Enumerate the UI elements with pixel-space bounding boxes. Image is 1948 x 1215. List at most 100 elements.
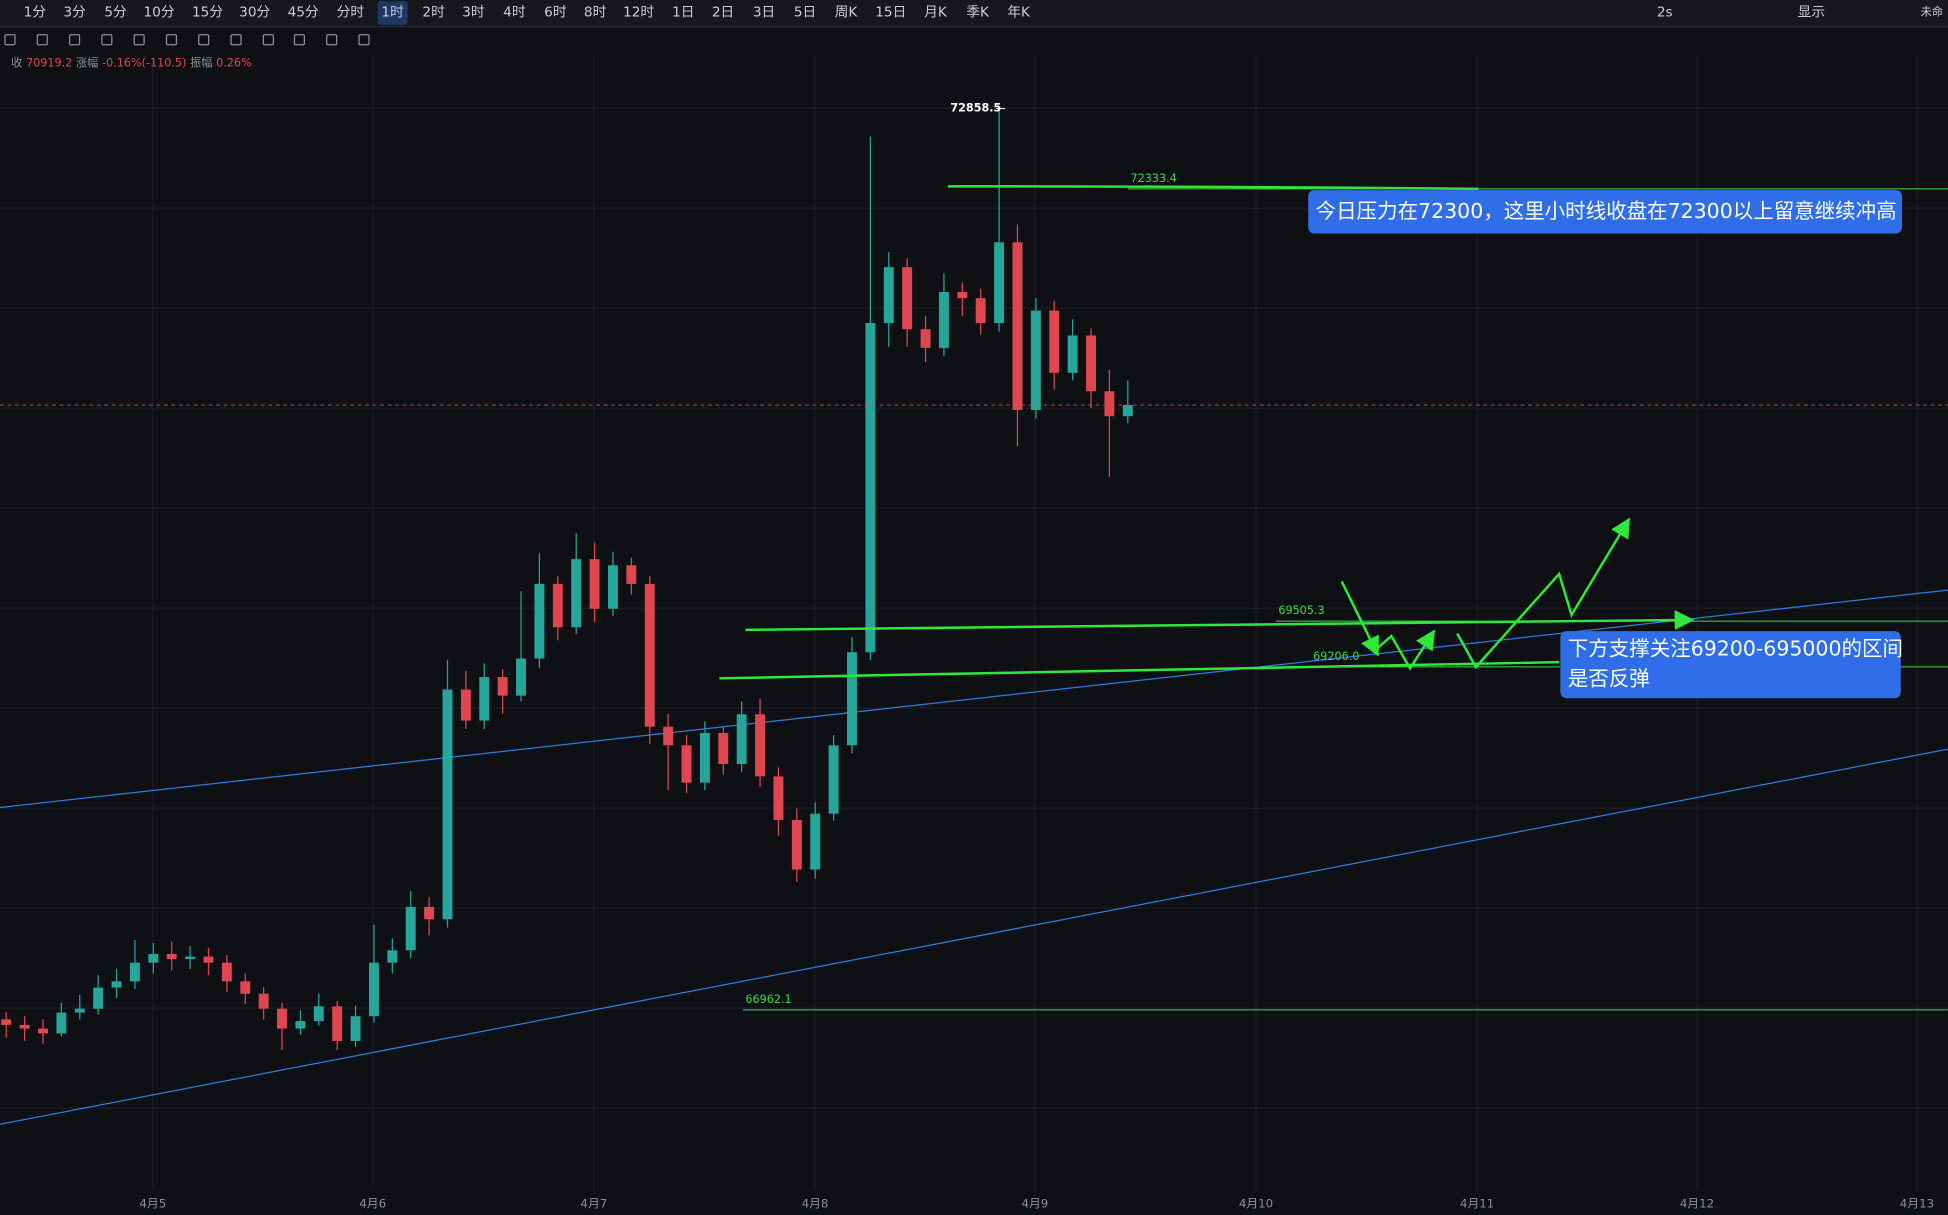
candle-body [368,962,379,1017]
candle-body [810,813,821,870]
display-button[interactable]: 显示 [1798,4,1825,20]
tool-icon[interactable] [165,34,178,46]
interval-tab[interactable]: 15日 [875,4,906,20]
annotation-box [1308,190,1903,234]
candle-body [865,323,876,653]
tool-icon[interactable] [101,34,113,46]
date-label: 4月10 [1239,1196,1273,1210]
candle-body [93,987,104,1009]
interval-tab[interactable]: 10分 [144,4,175,20]
candle-body [277,1008,287,1029]
tool-icon[interactable] [230,34,242,46]
arrow [1456,517,1631,670]
interval-tab[interactable]: 3时 [462,4,485,20]
candle-body [663,726,674,746]
account[interactable]: 未命 [1921,4,1943,18]
candle-body [295,1021,306,1029]
candle-body [442,689,453,920]
tool-icon[interactable] [326,34,338,46]
info-line: 收 70919.2 涨幅 -0.16%(-110.5) 振幅 0.26% [11,55,251,69]
candle-body [424,906,435,920]
interval-tab[interactable]: 分时 [337,4,365,20]
interval-tab[interactable]: 12时 [623,4,654,20]
tool-icon[interactable] [293,34,306,46]
arrow [1371,629,1436,671]
annotation-text: 今日压力在72300，这里小时线收盘在72300以上留意继续冲高 [1316,199,1897,223]
candle-body [111,981,122,988]
interval-tab[interactable]: 6时 [544,4,567,20]
price-level-label: 72333.4 [1131,172,1177,185]
candle-body [571,559,582,628]
candle-body [681,745,692,783]
tool-icon[interactable] [358,34,370,46]
date-label: 4月13 [1900,1196,1934,1210]
tool-icon[interactable] [198,34,210,46]
interval-tab[interactable]: 5日 [794,4,816,20]
candle-body [1,1019,12,1025]
interval-tab[interactable]: 1时 [381,4,404,20]
interval-tab[interactable]: 8时 [584,4,607,20]
candle-body [534,583,545,659]
info-close: 70919.2 [26,56,72,69]
candle-body [626,565,637,584]
candle-body [699,732,710,783]
candle-body [203,956,214,963]
candle-body [258,993,269,1009]
interval-tab[interactable]: 15分 [192,4,223,20]
candle-body [608,565,618,609]
annotation-text: 是否反弹 [1568,667,1650,691]
interval-tab[interactable]: 3分 [63,4,86,20]
candle-body [552,583,563,628]
interval-tab[interactable]: 3日 [753,4,775,20]
candle-body [773,776,784,820]
interval-tab[interactable]: 1日 [672,4,694,20]
interval-tab[interactable]: 2日 [712,4,734,20]
tool-icon[interactable] [262,34,274,46]
date-label: 4月12 [1680,1196,1714,1210]
support-stroke [719,660,1560,680]
date-label: 4月8 [802,1196,829,1210]
candle-body [589,559,600,609]
price-level-label: 69206.0 [1313,650,1359,663]
candles [1,108,1133,1050]
info-change: -0.16%(-110.5) [102,56,186,69]
tool-icon[interactable] [68,34,81,46]
candle-body [902,267,913,330]
candle-body [1104,391,1115,417]
interval-tab[interactable]: 季K [966,4,990,20]
candle-body [975,298,986,324]
candle-body [166,953,177,960]
interval-tab[interactable]: 5分 [104,4,127,20]
tool-icon[interactable] [36,34,48,46]
tool-icon[interactable] [4,34,16,46]
candle-body [1049,310,1060,373]
high-label: 72858.5 [950,102,1001,115]
interval-tab[interactable]: 年K [1007,4,1031,20]
interval-tab[interactable]: 4时 [503,4,526,20]
candle-body [129,962,140,982]
candle-body [736,714,747,764]
trend-line [0,589,1948,809]
price-level-label: 66962.1 [745,993,791,1006]
candle-body [791,819,802,870]
tool-icon[interactable] [133,34,145,46]
candle-body [240,981,251,994]
interval-tab[interactable]: 1分 [24,4,47,20]
interval-tab[interactable]: 周K [835,4,859,20]
interval-tab[interactable]: 月K [924,4,948,20]
price-level-label: 69505.3 [1278,604,1324,617]
info-change-label: 涨幅 [76,56,98,69]
refresh-rate[interactable]: 2s [1657,4,1673,20]
interval-tab[interactable]: 2时 [422,4,445,20]
candle-body [1030,310,1041,410]
candle-body [148,953,159,963]
interval-tab[interactable]: 30分 [239,4,270,20]
active-tab [377,1,408,25]
interval-tab[interactable]: 45分 [288,4,319,20]
resistance-stroke [947,185,1479,191]
candle-body [938,291,949,348]
candle-body [1086,335,1096,392]
candle-body [313,1006,324,1022]
arrow [1340,580,1379,657]
